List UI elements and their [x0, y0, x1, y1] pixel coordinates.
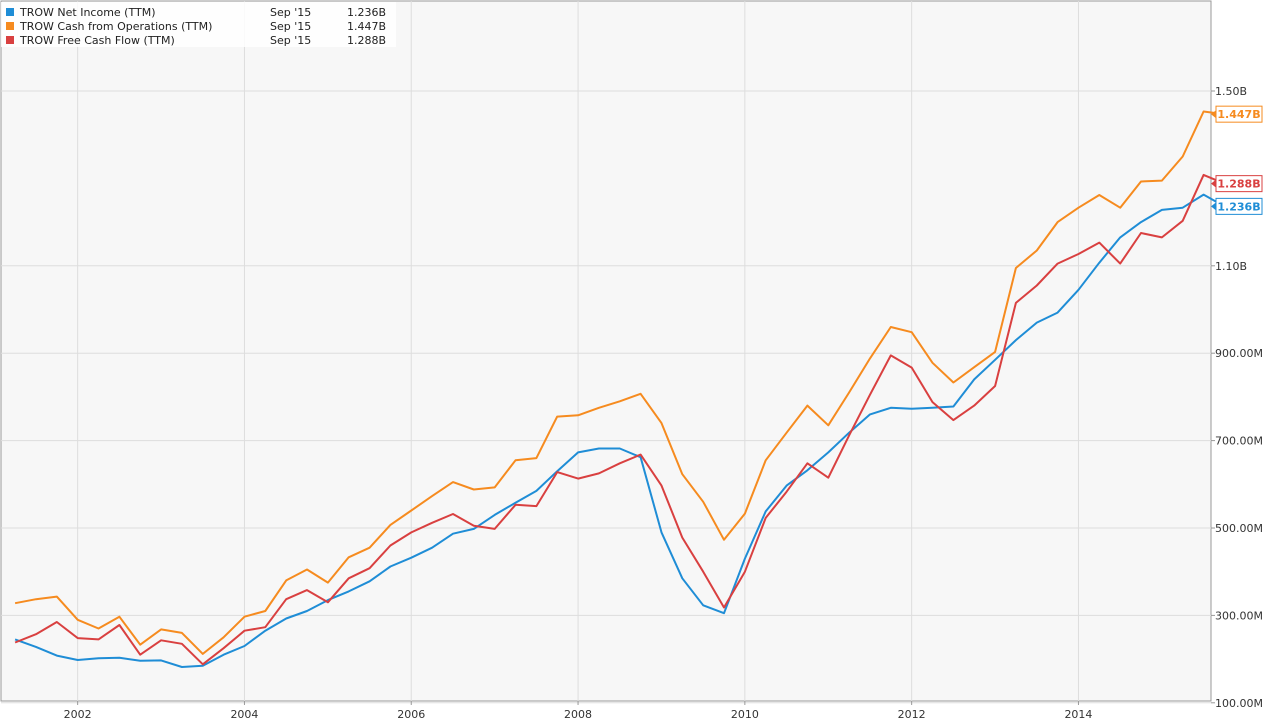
end-value-flag-pointer — [1211, 202, 1216, 211]
y-tick-label: 700.00M — [1215, 435, 1263, 448]
legend-value: 1.447B — [347, 20, 386, 33]
grid — [1, 1, 1215, 705]
legend-date: Sep '15 — [270, 6, 311, 19]
legend-background — [1, 2, 396, 47]
x-tick-label: 2004 — [230, 708, 258, 721]
end-value-flag-pointer — [1211, 110, 1216, 119]
y-tick-label: 1.10B — [1215, 260, 1247, 273]
x-tick-label: 2014 — [1064, 708, 1092, 721]
legend-series-name: TROW Net Income (TTM) — [19, 6, 156, 19]
y-tick-label: 300.00M — [1215, 609, 1263, 622]
x-axis-labels: 2002 2004 2006 2008 2010 2012 2014 — [64, 708, 1093, 721]
end-value-label: 1.447B — [1217, 108, 1260, 121]
x-tick-label: 2008 — [564, 708, 592, 721]
x-tick-label: 2002 — [64, 708, 92, 721]
legend-date: Sep '15 — [270, 20, 311, 33]
end-value-flag-pointer — [1211, 179, 1216, 188]
series-line — [14, 173, 1225, 666]
series-lines — [14, 110, 1225, 668]
end-value-label: 1.288B — [1217, 178, 1260, 191]
y-tick-label: 900.00M — [1215, 347, 1263, 360]
legend-swatch — [6, 8, 14, 16]
legend-swatch — [6, 36, 14, 44]
end-value-flags: 1.236B 1.447B 1.288B — [1211, 105, 1263, 215]
legend-series-name: TROW Free Cash Flow (TTM) — [19, 34, 175, 47]
series-line — [14, 110, 1225, 655]
x-tick-label: 2010 — [731, 708, 759, 721]
plot-area — [0, 0, 1212, 702]
y-tick-label: 1.50B — [1215, 85, 1247, 98]
y-tick-label: 100.00M — [1215, 697, 1263, 710]
series-line — [14, 193, 1225, 668]
y-tick-label: 500.00M — [1215, 522, 1263, 535]
legend-value: 1.236B — [347, 6, 386, 19]
y-axis-labels: 100.00M 300.00M 500.00M 700.00M 900.00M 1.10B… — [1215, 85, 1263, 710]
legend-series-name: TROW Cash from Operations (TTM) — [19, 20, 212, 33]
end-value-label: 1.236B — [1217, 200, 1260, 213]
x-tick-label: 2012 — [898, 708, 926, 721]
legend: TROW Net Income (TTM) Sep '15 1.236B TROW C… — [1, 2, 396, 47]
legend-swatch — [6, 22, 14, 30]
x-tick-label: 2006 — [397, 708, 425, 721]
legend-date: Sep '15 — [270, 34, 311, 47]
legend-value: 1.288B — [347, 34, 386, 47]
